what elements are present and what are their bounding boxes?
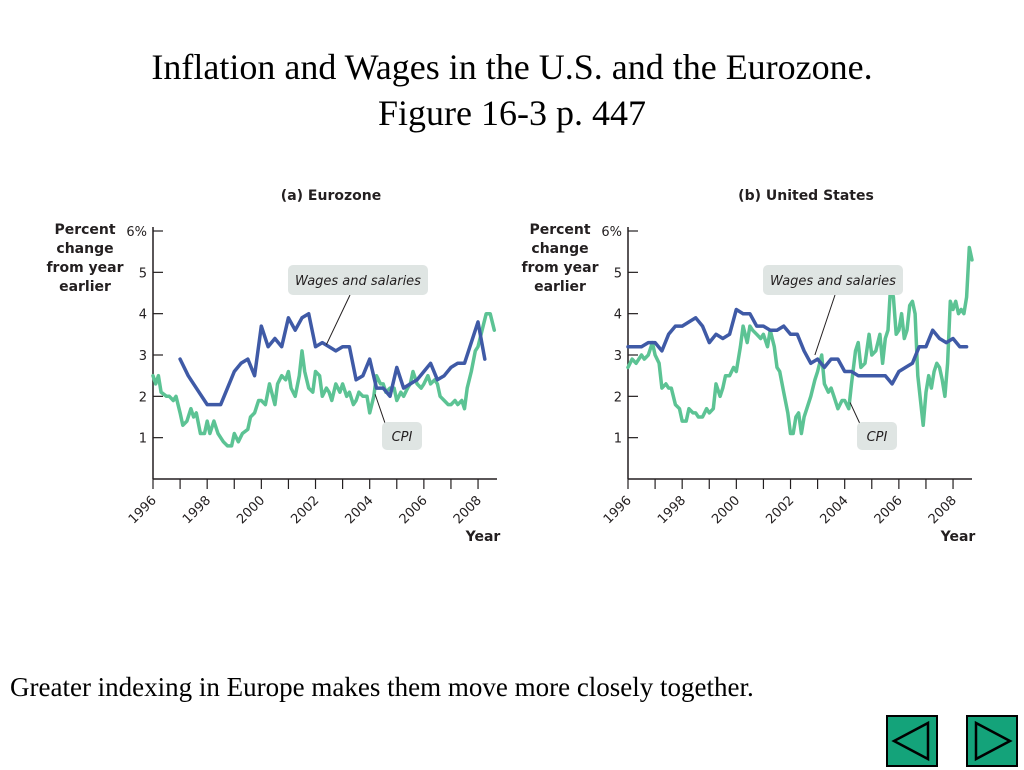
chart-0-series-wages-and-salaries bbox=[178, 311, 487, 407]
eurozone-chart: (a) Eurozone Percent change from year earlie… bbox=[46, 188, 501, 545]
chart-1-wages-callout-label: Wages and salaries bbox=[770, 274, 896, 289]
chart-0-cpi-callout bbox=[382, 422, 422, 450]
chart-1-wages-leader bbox=[814, 294, 836, 356]
chart-0-xtick-label: 2006 bbox=[397, 493, 431, 527]
chart-0-ytick-label: 5 bbox=[139, 266, 147, 281]
left-arrow-icon bbox=[886, 715, 938, 767]
chart-1-ylabel: Percent change from year earlier bbox=[521, 222, 598, 295]
chart-0-xtick-label: 2004 bbox=[343, 493, 377, 527]
chart-0-wages-callout bbox=[288, 265, 428, 295]
chart-0-cpi-callout-label: CPI bbox=[392, 430, 413, 445]
chart-1-series-cpi bbox=[626, 245, 974, 436]
chart-0-title: (a) Eurozone bbox=[281, 188, 381, 204]
next-slide-button[interactable] bbox=[966, 715, 1018, 767]
chart-0-cpi-leader bbox=[374, 394, 387, 427]
chart-1-cpi-callout bbox=[857, 422, 897, 450]
chart-1-wages-callout bbox=[763, 265, 903, 295]
chart-0-xtick-label: 2000 bbox=[234, 493, 268, 527]
chart-0-wages-callout-label: Wages and salaries bbox=[295, 274, 421, 289]
chart-0-xtick-label: 1998 bbox=[180, 493, 214, 527]
chart-1-ytick-label: 4 bbox=[614, 308, 622, 323]
chart-1-ytick-label: 1 bbox=[614, 432, 622, 447]
chart-1-cpi-callout-label: CPI bbox=[867, 430, 888, 445]
chart-1-ytick-label: 5 bbox=[614, 266, 622, 281]
chart-0-wages-leader bbox=[325, 294, 351, 345]
chart-1-ytick-label: 3 bbox=[614, 349, 622, 364]
chart-1-title: (b) United States bbox=[738, 188, 874, 204]
chart-0-ytick-label: 1 bbox=[139, 432, 147, 447]
chart-0-xtick-label: 2002 bbox=[288, 493, 322, 527]
chart-0-series-cpi bbox=[151, 311, 497, 448]
chart-0-xlabel: Year bbox=[465, 529, 501, 545]
chart-0-ylabel: Percent change from year earlier bbox=[46, 222, 123, 295]
chart-1-ytick-label: 2 bbox=[614, 390, 622, 405]
chart-0-xtick-label: 1996 bbox=[126, 493, 160, 527]
chart-1-xtick-label: 2008 bbox=[926, 493, 960, 527]
chart-1-xtick-label: 1998 bbox=[655, 493, 689, 527]
chart-1-series-wages-and-salaries bbox=[626, 307, 969, 386]
chart-1-xtick-label: 2002 bbox=[763, 493, 797, 527]
chart-0-ytick-label: 6% bbox=[126, 225, 147, 240]
chart-1-cpi-leader bbox=[849, 402, 862, 427]
slide-title-line1: Inflation and Wages in the U.S. and the … bbox=[151, 47, 873, 87]
chart-1-xlabel: Year bbox=[940, 529, 976, 545]
chart-0-ytick-label: 3 bbox=[139, 349, 147, 364]
chart-1-xtick-label: 1996 bbox=[601, 493, 635, 527]
right-arrow-icon bbox=[966, 715, 1018, 767]
us-chart: (b) United States Percent change from year e… bbox=[521, 188, 976, 545]
slide-title: Inflation and Wages in the U.S. and the … bbox=[0, 44, 1024, 136]
chart-1-xtick-label: 2000 bbox=[709, 493, 743, 527]
slide-caption: Greater indexing in Europe makes them mo… bbox=[10, 672, 754, 702]
slide-title-line2: Figure 16-3 p. 447 bbox=[378, 93, 646, 133]
chart-1-xtick-label: 2004 bbox=[818, 493, 852, 527]
previous-slide-button[interactable] bbox=[886, 715, 938, 767]
chart-0-ytick-label: 2 bbox=[139, 390, 147, 405]
chart-1-ytick-label: 6% bbox=[601, 225, 622, 240]
chart-1-xtick-label: 2006 bbox=[872, 493, 906, 527]
chart-0-xtick-label: 2008 bbox=[451, 493, 485, 527]
chart-0-ytick-label: 4 bbox=[139, 308, 147, 323]
